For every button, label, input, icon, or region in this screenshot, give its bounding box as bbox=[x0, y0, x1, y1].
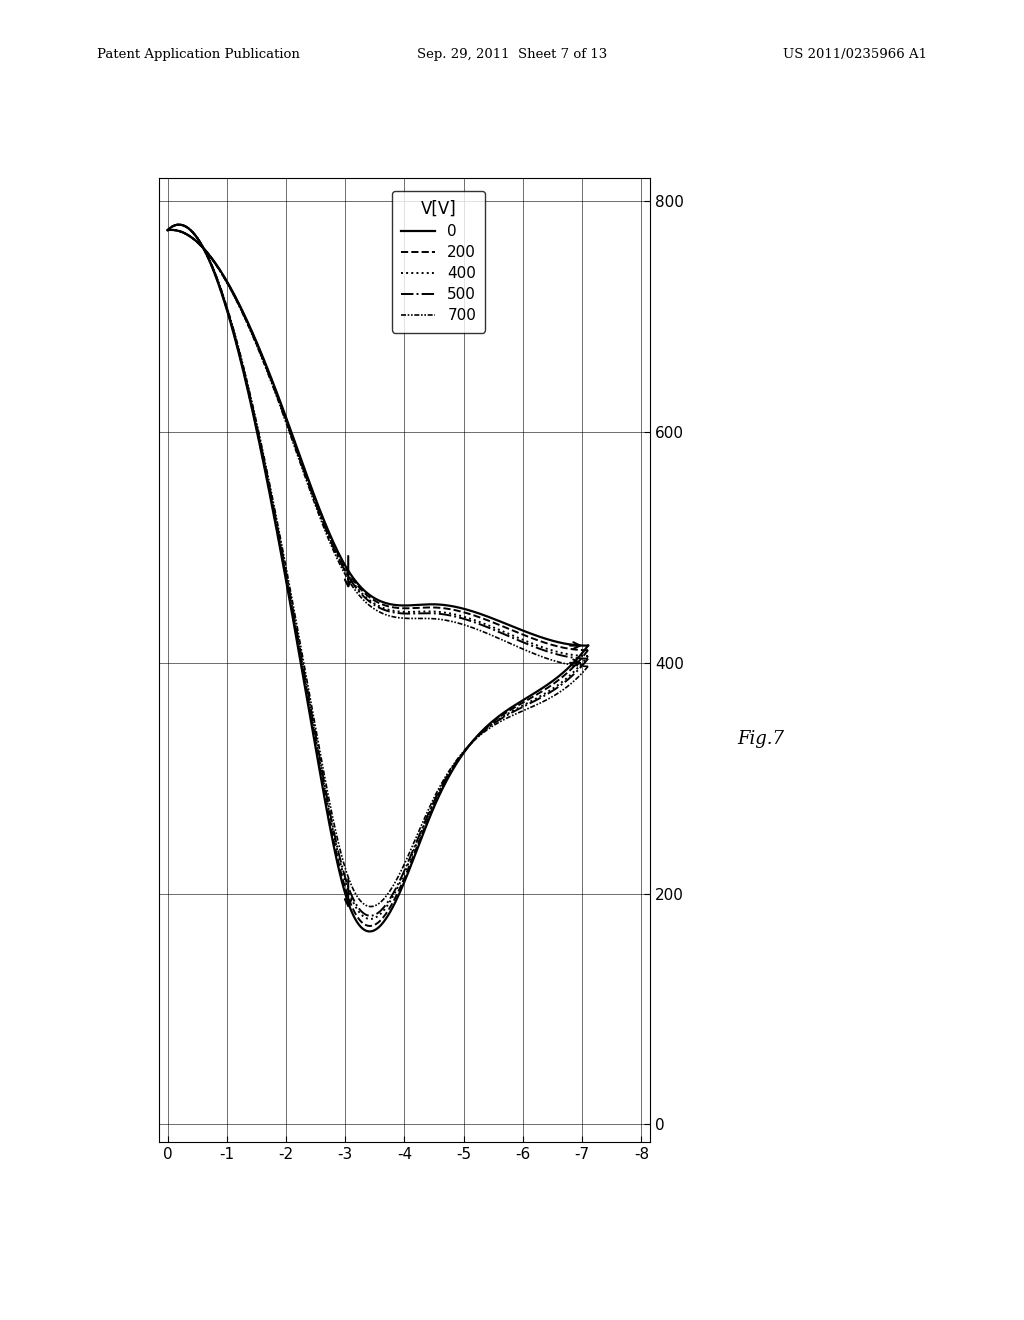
Text: Fig.7: Fig.7 bbox=[737, 730, 784, 748]
Legend: 0, 200, 400, 500, 700: 0, 200, 400, 500, 700 bbox=[392, 190, 485, 333]
Text: Patent Application Publication: Patent Application Publication bbox=[97, 48, 300, 61]
Text: US 2011/0235966 A1: US 2011/0235966 A1 bbox=[782, 48, 927, 61]
Text: Sep. 29, 2011  Sheet 7 of 13: Sep. 29, 2011 Sheet 7 of 13 bbox=[417, 48, 607, 61]
